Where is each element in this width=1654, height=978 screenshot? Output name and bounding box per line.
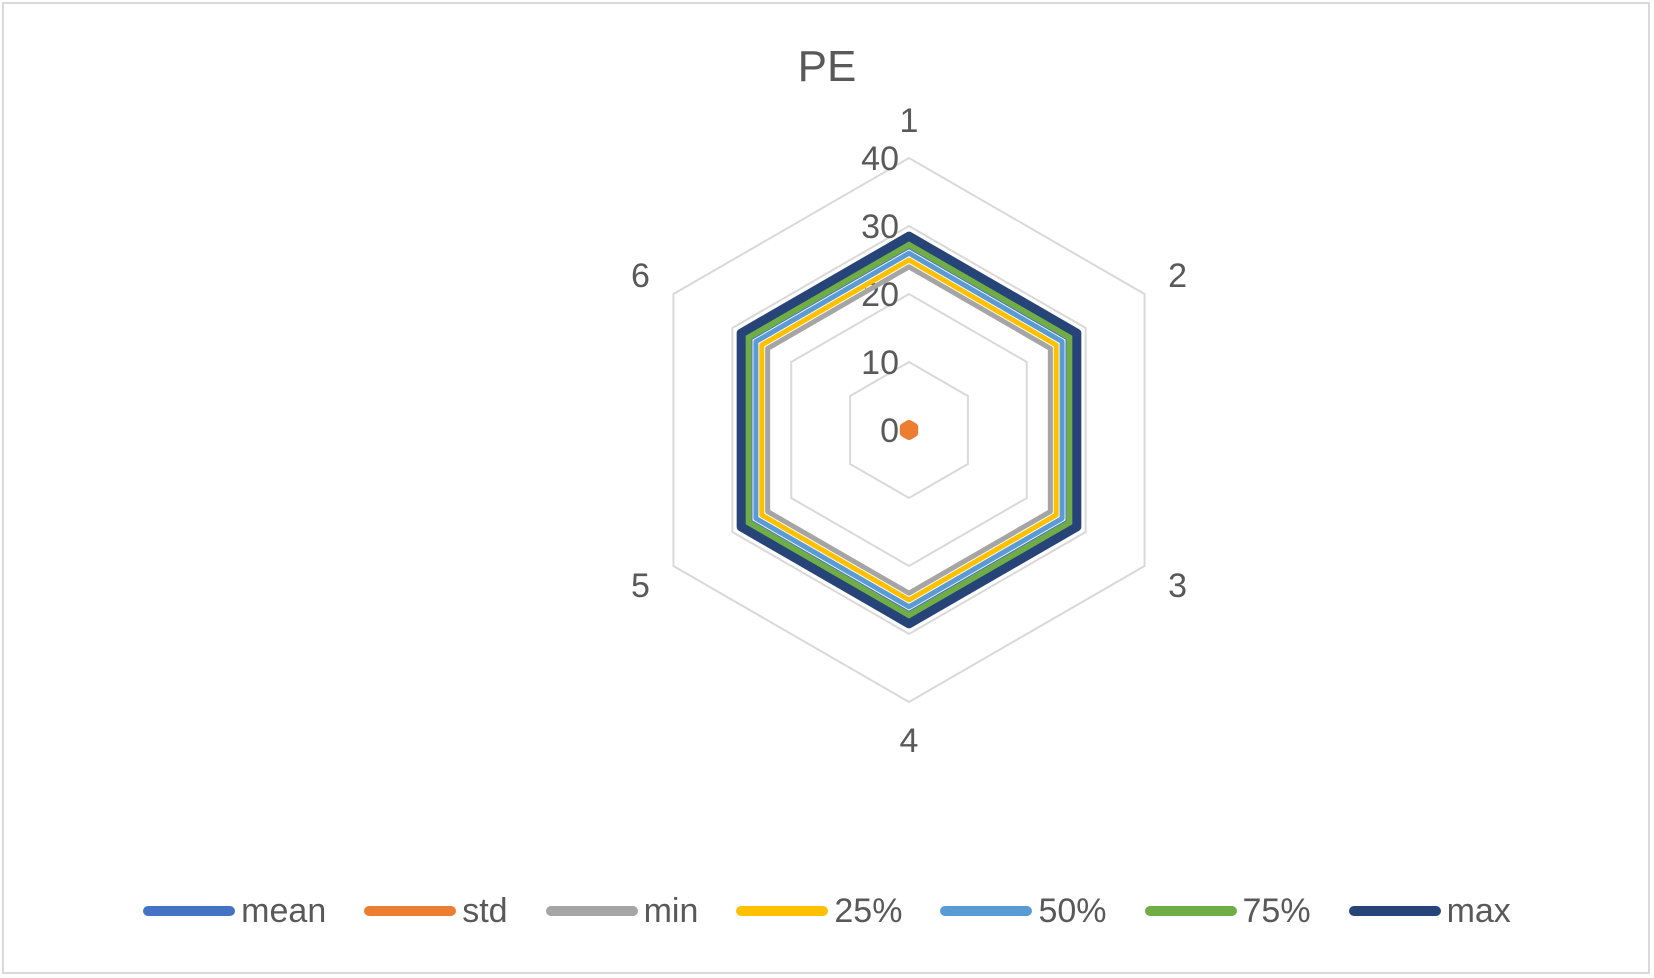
series-50pct (753, 250, 1065, 610)
category-label-6: 6 (631, 257, 650, 295)
legend-item-max: max (1348, 891, 1511, 931)
radial-tick-label: 40 (861, 140, 899, 178)
legend-label: 50% (1038, 891, 1107, 930)
legend-label: std (462, 891, 508, 930)
series-layer (736, 231, 1082, 629)
legend-item-min: min (545, 891, 699, 931)
legend-item-50pct: 50% (940, 891, 1107, 931)
series-min (765, 264, 1053, 596)
category-label-2: 2 (1168, 257, 1187, 295)
radial-tick-label: 0 (880, 412, 899, 450)
category-labels: 1 2 3 4 5 6 (631, 102, 1187, 760)
legend-label: 25% (834, 891, 903, 930)
grid-ring-40 (672, 156, 1146, 704)
legend-label: max (1446, 891, 1511, 930)
category-label-5: 5 (631, 567, 650, 605)
category-label-3: 3 (1168, 567, 1187, 605)
legend-item-75pct: 75% (1144, 891, 1311, 931)
grid-ring-30 (731, 224, 1087, 636)
category-label-4: 4 (900, 722, 919, 760)
series-75pct (742, 238, 1076, 622)
legend-item-mean: mean (143, 892, 326, 931)
legend-label: min (643, 891, 699, 930)
radial-tick-label: 30 (861, 208, 899, 246)
legend-swatch (1144, 906, 1237, 916)
legend: mean std min 25% 50% 75% max (0, 886, 1654, 936)
legend-swatch (364, 906, 457, 916)
legend-swatch (143, 906, 236, 916)
legend-item-std: std (364, 891, 508, 931)
chart-title: PE (797, 42, 857, 91)
legend-label: mean (241, 891, 327, 930)
radial-tick-label: 10 (861, 344, 899, 382)
legend-swatch (940, 906, 1033, 916)
grid-ring-20 (790, 292, 1028, 568)
legend-swatch (1348, 906, 1441, 916)
series-25pct (759, 257, 1059, 603)
grid-ring-10 (849, 360, 969, 500)
series-std (899, 420, 919, 440)
legend-swatch (545, 906, 638, 916)
radar-grid (672, 156, 1146, 704)
category-label-1: 1 (900, 102, 919, 140)
series-max (736, 231, 1082, 629)
legend-item-25pct: 25% (736, 892, 902, 931)
legend-label: 75% (1242, 891, 1311, 930)
legend-swatch (736, 906, 829, 916)
